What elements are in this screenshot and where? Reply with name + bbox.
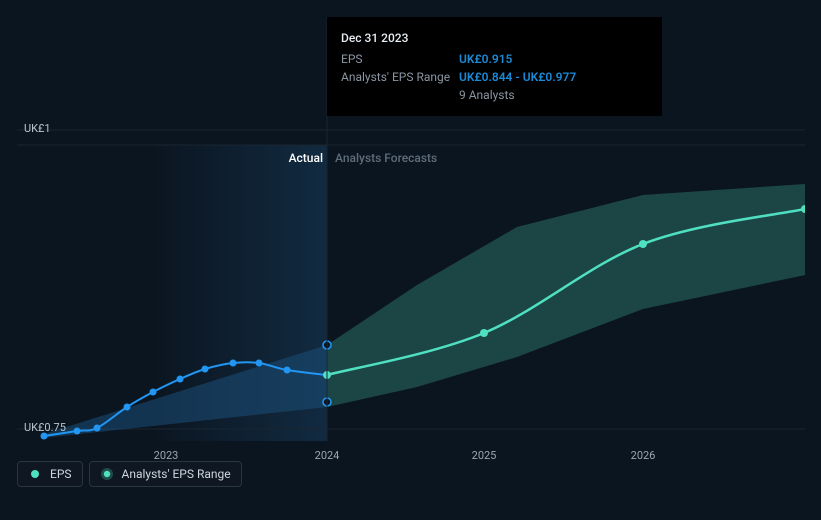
split-label-actual: Actual — [17, 151, 323, 165]
tooltip-row-label: EPS — [341, 50, 459, 68]
x-tick-label: 2025 — [472, 449, 497, 462]
tooltip-row: EPS UK£0.915 — [341, 50, 648, 68]
split-label-forecast: Analysts Forecasts — [335, 151, 437, 165]
tooltip-date: Dec 31 2023 — [341, 29, 648, 47]
tooltip-row-value: UK£0.915 — [459, 50, 512, 68]
legend-label: EPS — [50, 467, 72, 481]
y-tick-label: UK£1 — [24, 122, 51, 135]
legend-item-eps[interactable]: EPS — [17, 461, 83, 487]
x-tick-label: 2026 — [631, 449, 656, 462]
tooltip-row-value: UK£0.844 - UK£0.977 — [459, 68, 576, 86]
tooltip: Dec 31 2023 EPS UK£0.915 Analysts' EPS R… — [327, 17, 662, 116]
tooltip-row: Analysts' EPS Range UK£0.844 - UK£0.977 — [341, 68, 648, 86]
x-tick-label: 2024 — [315, 449, 340, 462]
legend: EPS Analysts' EPS Range — [17, 461, 242, 487]
legend-item-range[interactable]: Analysts' EPS Range — [89, 461, 242, 487]
plot-area: UK£0.75 UK£1 Actual Analysts Forecasts D… — [17, 17, 805, 441]
y-tick-label: UK£0.75 — [24, 421, 66, 434]
tooltip-row-label: Analysts' EPS Range — [341, 68, 459, 86]
tooltip-sub: 9 Analysts — [459, 86, 648, 104]
range-icon — [100, 467, 114, 481]
dot-icon — [28, 467, 42, 481]
eps-chart: UK£0.75 UK£1 Actual Analysts Forecasts D… — [17, 17, 805, 487]
legend-label: Analysts' EPS Range — [122, 467, 231, 481]
